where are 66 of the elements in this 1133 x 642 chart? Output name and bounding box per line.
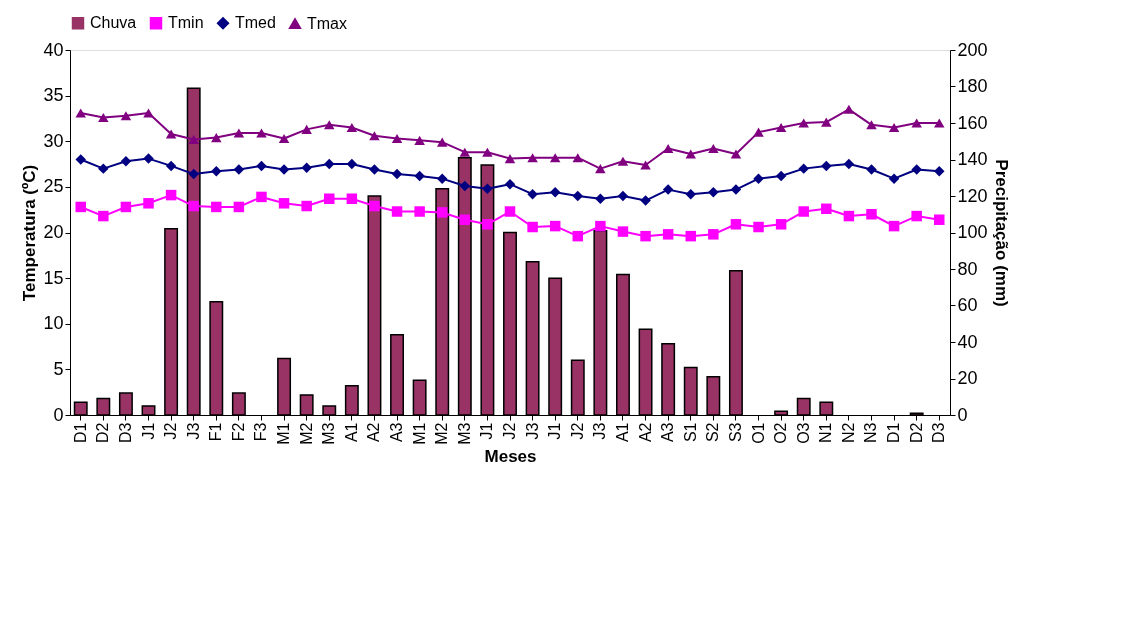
x-tick-label: D3	[930, 422, 948, 443]
x-tick-label: D3	[116, 422, 134, 443]
x-tick-label: J1	[139, 422, 157, 440]
x-tick-label: D2	[907, 422, 925, 443]
x-tick-label: M3	[455, 422, 473, 445]
y2-tick-label: 120	[957, 185, 988, 206]
x-tick-label: O3	[794, 422, 812, 444]
y2-tick-label: 60	[957, 295, 978, 315]
y-tick-label: 20	[43, 222, 64, 242]
y2-tick-label: 100	[957, 222, 988, 242]
x-tick-label: M2	[297, 422, 315, 445]
legend-label: Tmin	[168, 14, 204, 32]
x-tick-label: J1	[546, 422, 564, 440]
x-tick-label: N2	[839, 422, 857, 443]
x-tick-label: A1	[342, 422, 360, 443]
x-tick-label: J1	[478, 422, 496, 440]
y2-tick-label: 20	[957, 368, 978, 388]
x-tick-label: A3	[659, 422, 677, 443]
x-tick-label: F2	[229, 422, 247, 442]
x-tick-label: D1	[71, 422, 89, 443]
x-tick-label: F3	[252, 422, 270, 442]
x-tick-label: D1	[885, 422, 903, 443]
legend-label: Tmed	[235, 14, 276, 32]
x-tick-label: M2	[433, 422, 451, 445]
y2-tick-label: 140	[957, 149, 988, 169]
x-tick-label: M3	[320, 422, 338, 445]
x-tick-label: M1	[275, 422, 293, 445]
x-tick-label: J3	[591, 422, 609, 440]
x-tick-label: J2	[501, 422, 518, 440]
legend-label: Chuva	[90, 14, 137, 32]
y-tick-label: 10	[43, 313, 64, 334]
y-tick-label: 40	[43, 39, 64, 60]
x-tick-label: J2	[568, 422, 586, 440]
x-tick-label: A3	[388, 422, 406, 443]
x-tick-label: O2	[772, 422, 790, 444]
x-tick-label: S1	[681, 422, 699, 443]
y-tick-label: 25	[43, 176, 64, 197]
y-tick-label: 5	[53, 358, 64, 379]
x-tick-label: J2	[162, 422, 180, 440]
y-tick-label: 30	[43, 130, 64, 151]
y2-tick-label: 80	[957, 258, 978, 279]
y2-tick-label: 200	[957, 39, 988, 60]
legend-label: Tmax	[307, 14, 347, 32]
x-tick-label: J3	[184, 422, 202, 440]
y-axis-title: Temperatura (ºC)	[20, 164, 40, 302]
y2-axis-title: Precipitação (mm)	[991, 159, 1011, 307]
x-tick-label: A1	[613, 422, 631, 443]
x-tick-label: N1	[817, 422, 835, 443]
y-tick-label: 15	[43, 267, 64, 288]
x-tick-label: M1	[410, 422, 428, 445]
x-tick-label: J3	[523, 422, 541, 440]
x-tick-label: S2	[704, 422, 722, 443]
x-tick-label: D2	[94, 422, 112, 443]
x-tick-label: N3	[862, 422, 880, 443]
y2-tick-label: 40	[957, 331, 978, 352]
x-axis-title: Meses	[484, 446, 537, 466]
y-tick-label: 35	[43, 85, 64, 106]
x-tick-label: A2	[365, 422, 383, 443]
y2-tick-label: 180	[957, 76, 988, 96]
x-tick-label: A2	[636, 422, 654, 443]
y2-tick-label: 160	[957, 112, 988, 133]
x-tick-label: S3	[726, 422, 744, 443]
y-tick-label: 0	[53, 404, 64, 425]
x-tick-label: F1	[207, 422, 225, 442]
y2-tick-label: 0	[957, 404, 968, 425]
x-tick-label: O1	[749, 422, 767, 444]
